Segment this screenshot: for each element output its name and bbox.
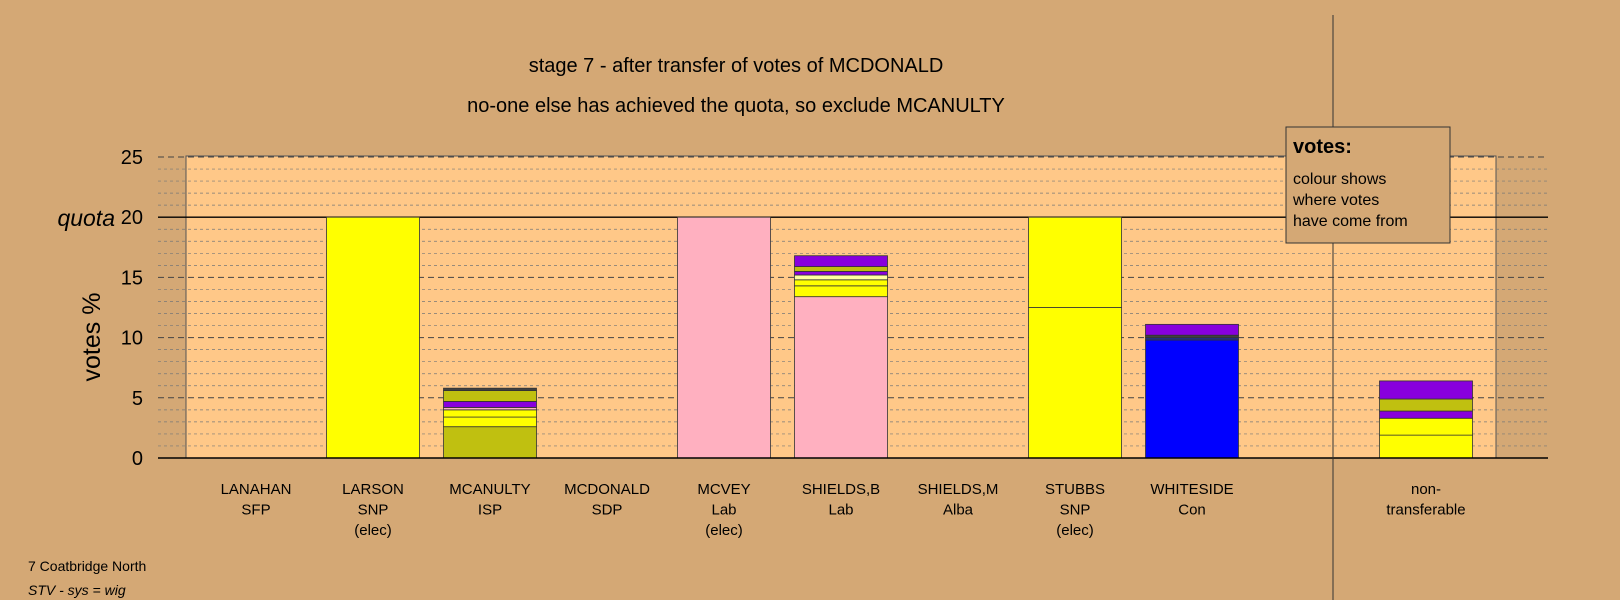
bar-segment: [443, 390, 537, 402]
candidate-status: (elec): [1056, 522, 1094, 539]
candidate-party: Lab: [711, 502, 736, 519]
candidate-party: ISP: [478, 502, 502, 519]
candidate-name: SHIELDS,M: [918, 481, 999, 498]
bar-segment: [443, 401, 537, 408]
bar-segment: [443, 416, 537, 428]
bars: [326, 216, 1473, 459]
y-tick-label: 5: [132, 388, 143, 410]
bar-segment: [1028, 307, 1122, 459]
bar-segment: [443, 387, 537, 391]
candidate-name: non-: [1411, 481, 1441, 498]
legend: votes: colour shows where votes have com…: [1285, 126, 1451, 244]
candidate-name: LARSON: [342, 481, 404, 498]
legend-line-3: have come from: [1293, 213, 1408, 230]
bar-segment: [794, 279, 888, 287]
candidate-name: MCANULTY: [449, 481, 530, 498]
bar-segment: [794, 296, 888, 459]
bar-segment: [794, 285, 888, 298]
candidate-name: SHIELDS,B: [802, 481, 880, 498]
candidate-party: SNP: [1060, 502, 1091, 519]
bar-segment: [326, 216, 420, 459]
bar-segment: [1379, 434, 1473, 459]
candidate-name: MCVEY: [697, 481, 750, 498]
y-tick-label: 20: [121, 207, 143, 229]
bar-segment: [794, 266, 888, 272]
y-tick-label: 0: [132, 448, 143, 470]
y-tick-labels: 0 5 10 15 20 25: [121, 147, 143, 470]
candidate-labels: LANAHAN SFP LARSON SNP (elec) MCANULTY ISP MCDO…: [221, 481, 1466, 539]
bar-segment: [1028, 216, 1122, 308]
bar-segment: [794, 270, 888, 276]
legend-line-2: where votes: [1292, 192, 1379, 209]
y-axis-label: votes %: [78, 293, 106, 382]
candidate-name: LANAHAN: [221, 481, 292, 498]
y-tick-label: 15: [121, 267, 143, 289]
bar-segment: [1379, 410, 1473, 419]
y-tick-label: 25: [121, 147, 143, 169]
legend-box: [1285, 126, 1451, 244]
quota-label: quota: [57, 205, 115, 231]
chart-subtitle: no-one else has achieved the quota, so e…: [467, 95, 1005, 117]
axes: [158, 15, 1548, 600]
candidate-party: Con: [1178, 502, 1206, 519]
candidate-name: STUBBS: [1045, 481, 1105, 498]
bar-segment: [443, 409, 537, 418]
y-tick-label: 10: [121, 328, 143, 350]
candidate-name: WHITESIDE: [1150, 481, 1233, 498]
candidate-party: Lab: [828, 502, 853, 519]
constituency-label: 7 Coatbridge North: [28, 558, 147, 574]
legend-title: votes:: [1293, 136, 1352, 158]
bar-segment: [1379, 398, 1473, 412]
bar-segment: [677, 216, 771, 459]
bar-segment: [1379, 380, 1473, 400]
bar-segment: [443, 426, 537, 459]
system-label: STV - sys = wig: [28, 582, 126, 598]
bar-segment: [794, 255, 888, 267]
bar-segment: [1145, 323, 1239, 336]
candidate-party: Alba: [943, 502, 974, 519]
candidate-status: (elec): [354, 522, 392, 539]
bar-segment: [1379, 417, 1473, 436]
candidate-party: SFP: [241, 502, 270, 519]
candidate-party: SNP: [358, 502, 389, 519]
bar-segment: [1145, 339, 1239, 459]
candidate-name: MCDONALD: [564, 481, 650, 498]
chart-title: stage 7 - after transfer of votes of MCD…: [529, 55, 944, 77]
candidate-status: (elec): [705, 522, 743, 539]
candidate-party: SDP: [592, 502, 623, 519]
bar-segment: [794, 274, 888, 281]
legend-line-1: colour shows: [1293, 171, 1386, 188]
candidate-party: transferable: [1386, 502, 1465, 519]
